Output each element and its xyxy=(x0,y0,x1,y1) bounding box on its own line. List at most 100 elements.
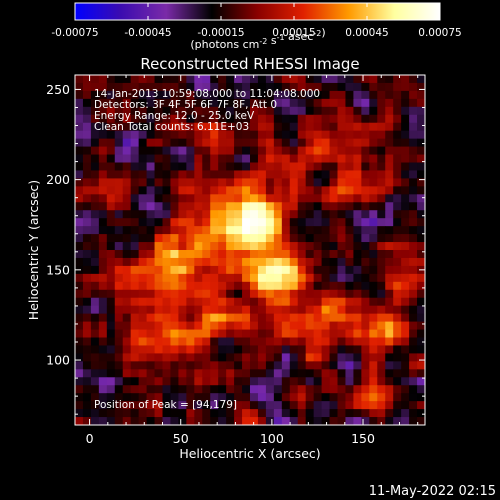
heatmap-cell xyxy=(257,130,267,140)
heatmap-cell xyxy=(178,210,187,219)
heatmap-cell xyxy=(122,409,132,418)
heatmap-cell xyxy=(353,170,362,179)
heatmap-cell xyxy=(170,186,179,195)
heatmap-cell xyxy=(337,305,346,315)
heatmap-cell xyxy=(75,170,84,179)
heatmap-cell xyxy=(353,337,362,346)
heatmap-cell xyxy=(417,417,426,426)
heatmap-cell xyxy=(337,234,346,243)
heatmap-cell xyxy=(305,242,315,251)
heatmap-cell xyxy=(345,393,354,402)
heatmap-cell xyxy=(393,409,402,418)
heatmap-cell xyxy=(289,234,299,243)
heatmap-cell xyxy=(257,417,267,426)
heatmap-cell xyxy=(194,218,203,227)
heatmap-cell xyxy=(409,98,418,108)
heatmap-cell xyxy=(321,210,330,219)
heatmap-cell xyxy=(337,313,346,322)
heatmap-cell xyxy=(281,146,291,155)
heatmap-cell xyxy=(321,337,330,346)
heatmap-cell xyxy=(106,409,116,418)
heatmap-cell xyxy=(75,114,84,124)
heatmap-cell xyxy=(210,186,219,195)
heatmap-cell xyxy=(138,337,147,346)
x-tick-label: 150 xyxy=(351,431,375,446)
heatmap-cell xyxy=(305,218,315,227)
heatmap-cell xyxy=(75,242,84,251)
heatmap-cell xyxy=(186,138,195,147)
heatmap-cell xyxy=(393,178,402,187)
heatmap-cell xyxy=(417,210,426,219)
heatmap-cell xyxy=(257,297,267,307)
heatmap-cell xyxy=(369,377,378,386)
heatmap-cell xyxy=(242,305,251,315)
heatmap-cell xyxy=(353,82,362,92)
heatmap-cell xyxy=(329,289,338,299)
heatmap-cell xyxy=(289,226,299,235)
heatmap-cell xyxy=(369,75,378,84)
heatmap-cell xyxy=(242,250,251,259)
heatmap-cell xyxy=(401,82,410,92)
heatmap-cell xyxy=(377,305,386,315)
heatmap-cell xyxy=(313,409,322,418)
heatmap-cell xyxy=(417,329,426,338)
heatmap-cell xyxy=(265,289,275,299)
heatmap-cell xyxy=(257,194,267,203)
heatmap-cell xyxy=(75,122,84,132)
heatmap-cell xyxy=(122,353,132,362)
heatmap-cell xyxy=(194,162,203,171)
heatmap-cell xyxy=(202,90,211,100)
heatmap-cell xyxy=(178,297,187,307)
heatmap-cell xyxy=(409,257,418,267)
heatmap-cell xyxy=(385,178,394,187)
heatmap-cell xyxy=(146,186,155,195)
heatmap-cell xyxy=(162,218,171,227)
heatmap-cell xyxy=(162,154,171,163)
heatmap-cell xyxy=(114,289,124,299)
heatmap-cell xyxy=(313,265,322,275)
heatmap-cell xyxy=(90,202,100,211)
heatmap-cell xyxy=(170,218,179,227)
heatmap-cell xyxy=(122,202,132,211)
heatmap-cell xyxy=(329,194,338,203)
heatmap-cell xyxy=(122,313,132,322)
heatmap-cell xyxy=(210,154,219,163)
heatmap-cell xyxy=(257,242,267,251)
heatmap-cell xyxy=(313,122,322,132)
heatmap-cell xyxy=(329,409,338,418)
heatmap-cell xyxy=(337,186,346,195)
heatmap-cell xyxy=(154,257,163,267)
heatmap-cell xyxy=(313,75,322,84)
heatmap-cell xyxy=(106,194,116,203)
heatmap-cell xyxy=(138,98,147,108)
heatmap-cell xyxy=(138,409,147,418)
heatmap-cell xyxy=(114,218,124,227)
heatmap-cell xyxy=(297,90,307,100)
heatmap-cell xyxy=(289,297,299,307)
heatmap-cell xyxy=(329,273,338,283)
heatmap-cell xyxy=(218,297,227,307)
heatmap-cell xyxy=(265,242,275,251)
heatmap-cell xyxy=(170,297,179,307)
heatmap-cell xyxy=(393,82,402,92)
heatmap-cell xyxy=(401,154,410,163)
heatmap-cell xyxy=(122,194,132,203)
heatmap-cell xyxy=(401,393,410,402)
heatmap-cell xyxy=(194,273,203,283)
heatmap-cell xyxy=(417,202,426,211)
heatmap-cell xyxy=(361,297,370,307)
heatmap-cell xyxy=(146,138,155,147)
heatmap-cell xyxy=(281,409,291,418)
heatmap-cell xyxy=(226,90,235,100)
heatmap-cell xyxy=(337,393,346,402)
heatmap-cell xyxy=(82,353,92,362)
heatmap-cell xyxy=(257,122,267,132)
heatmap-cell xyxy=(257,393,267,402)
heatmap-cell xyxy=(401,186,410,195)
heatmap-cell xyxy=(106,305,116,315)
heatmap-cell xyxy=(194,281,203,291)
heatmap-cell xyxy=(369,329,378,338)
heatmap-cell xyxy=(257,178,267,187)
heatmap-cell xyxy=(146,170,155,179)
